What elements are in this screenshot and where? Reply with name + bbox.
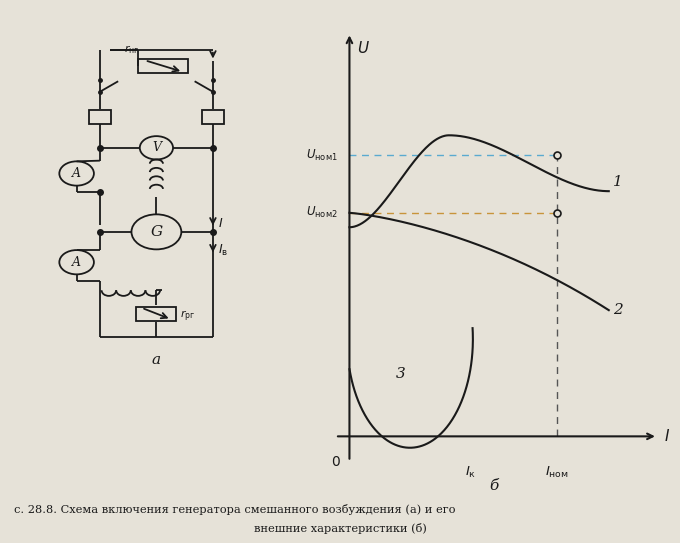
Text: A: A xyxy=(72,256,81,269)
Bar xyxy=(138,59,188,73)
Text: внешние характеристики (б): внешние характеристики (б) xyxy=(254,523,426,534)
Bar xyxy=(137,307,176,320)
Text: $U_{\rm ном1}$: $U_{\rm ном1}$ xyxy=(306,148,338,163)
Text: $U$: $U$ xyxy=(356,40,369,56)
Text: б: б xyxy=(489,479,498,494)
Text: $U_{\rm ном2}$: $U_{\rm ном2}$ xyxy=(306,205,338,220)
Bar xyxy=(89,110,111,124)
Text: 3: 3 xyxy=(396,367,405,381)
Text: 2: 2 xyxy=(613,303,623,317)
Text: $I_{\rm ном}$: $I_{\rm ном}$ xyxy=(545,465,569,481)
Text: $I_{\rm к}$: $I_{\rm к}$ xyxy=(465,465,476,481)
Text: $I_{\rm в}$: $I_{\rm в}$ xyxy=(218,243,228,258)
Text: 1: 1 xyxy=(613,175,623,189)
Text: G: G xyxy=(150,225,163,239)
Text: V: V xyxy=(152,141,161,154)
Text: A: A xyxy=(72,167,81,180)
Text: $r_{\rm рг}$: $r_{\rm рг}$ xyxy=(180,308,195,324)
Text: $I$: $I$ xyxy=(664,428,670,444)
Text: 0: 0 xyxy=(330,454,339,469)
Text: $I$: $I$ xyxy=(218,217,223,230)
Bar xyxy=(202,110,224,124)
Text: а: а xyxy=(152,353,161,367)
Text: $r_{\rm нг}$: $r_{\rm нг}$ xyxy=(124,43,140,55)
Text: с. 28.8. Схема включения генератора смешанного возбуждения (а) и его: с. 28.8. Схема включения генератора смеш… xyxy=(14,504,455,515)
